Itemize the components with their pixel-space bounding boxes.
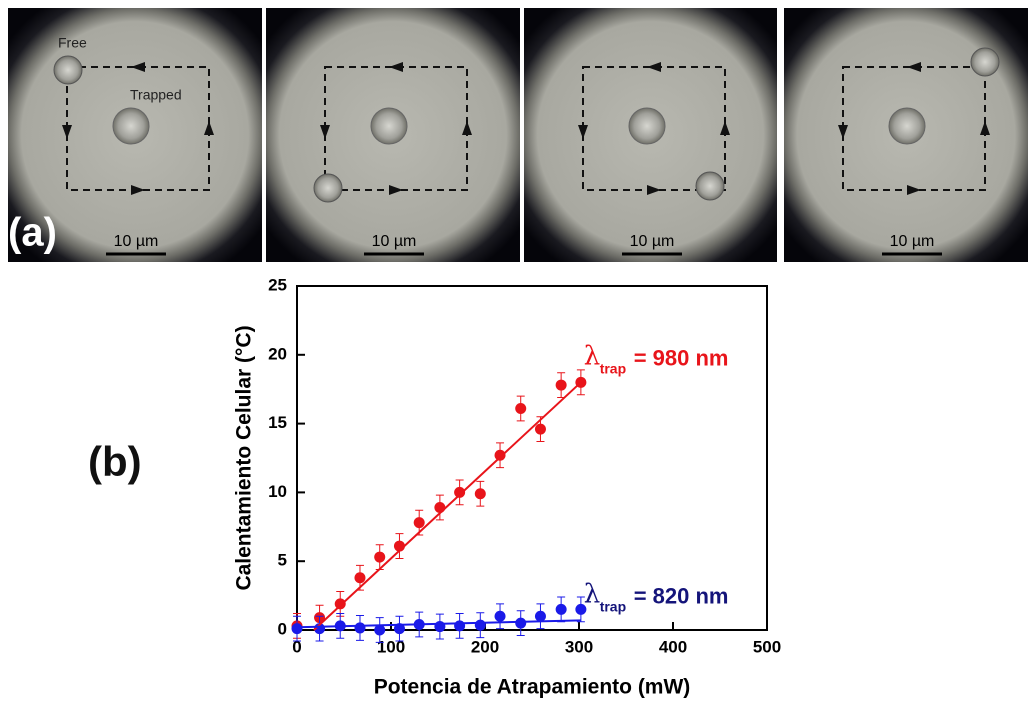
arrow-head [980,121,990,135]
panel-label: (a) [8,211,57,255]
free-cell [695,171,725,201]
data-point [291,623,303,635]
plot-frame [296,285,768,631]
free-cell [53,55,83,85]
panel-a: 10 µm 10 µm 10 µm 10 µm [8,8,1028,262]
annotation-subscript: trap [600,360,626,376]
arrow-head [62,125,72,139]
fit-line [296,619,581,629]
x-axis-title: Potencia de Atrapamiento (mW) [374,676,691,699]
micrograph: 10 µm [266,8,520,262]
arrow-head [204,121,214,135]
fit-line [313,381,582,631]
data-point [534,610,546,622]
data-point [434,502,446,514]
data-point [494,449,506,461]
x-tick-label: 0 [292,637,301,656]
data-point [374,624,386,636]
scale-bar-label: 10 µm [890,233,935,250]
arrow-head [131,62,145,72]
y-tick-label: 15 [268,413,287,432]
x-tick-label: 300 [565,637,593,656]
annotation: Free [58,35,87,51]
y-tick-label: 5 [278,551,287,570]
data-point [413,517,425,529]
arrow-head [647,185,661,195]
y-axis-title: Calentamiento Celular (°C) [233,325,256,590]
data-point [454,620,466,632]
arrow-head [389,185,403,195]
scale-bar-label: 10 µm [372,233,417,250]
arrow-head [320,125,330,139]
data-point [393,623,405,635]
trapped-cell [628,107,666,145]
trapped-cell [888,107,926,145]
data-point [534,423,546,435]
data-point [454,486,466,498]
annotation-subscript: trap [600,598,626,614]
y-tick-label: 25 [268,275,287,294]
data-point [555,379,567,391]
micrograph: 10 µm [784,8,1028,262]
data-point [374,551,386,563]
data-point [515,617,527,629]
annotation-symbol: λ [584,342,600,372]
data-point [494,610,506,622]
trapped-cell [112,107,150,145]
arrow-head [131,185,145,195]
free-cell [313,173,343,203]
data-point [354,622,366,634]
chart: 0 100 200 300 400 500 0 5 10 15 20 25 Potencia de At… [233,275,782,698]
annotation: Trapped [130,87,182,103]
x-tick-label: 200 [471,637,499,656]
panel-label: (b) [88,438,142,485]
data-point [515,402,527,414]
trapped-cell [370,107,408,145]
annotation-text: = 820 nm [634,583,729,608]
arrow-head [462,121,472,135]
arrow-head [720,121,730,135]
arrow-head [647,62,661,72]
scale-bar-label: 10 µm [630,233,675,250]
arrow-head [838,125,848,139]
y-tick-label: 10 [268,482,287,501]
data-point [555,603,567,615]
x-tick-label: 500 [753,637,781,656]
data-point [334,598,346,610]
arrow-head [907,62,921,72]
x-tick-label: 400 [659,637,687,656]
annotation-symbol: λ [584,580,600,610]
micrograph: 10 µm [8,8,262,262]
scale-bar-label: 10 µm [114,233,159,250]
micrograph: 10 µm [524,8,777,262]
x-tick-label: 100 [377,637,405,656]
free-cell [970,47,1000,77]
arrow-head [578,125,588,139]
data-point [575,603,587,615]
y-tick-label: 20 [268,344,287,363]
data-point [474,488,486,500]
data-point [354,572,366,584]
annotation-text: = 980 nm [634,345,729,370]
arrow-head [907,185,921,195]
data-point [474,619,486,631]
y-tick-label: 0 [278,619,287,638]
arrow-head [389,62,403,72]
